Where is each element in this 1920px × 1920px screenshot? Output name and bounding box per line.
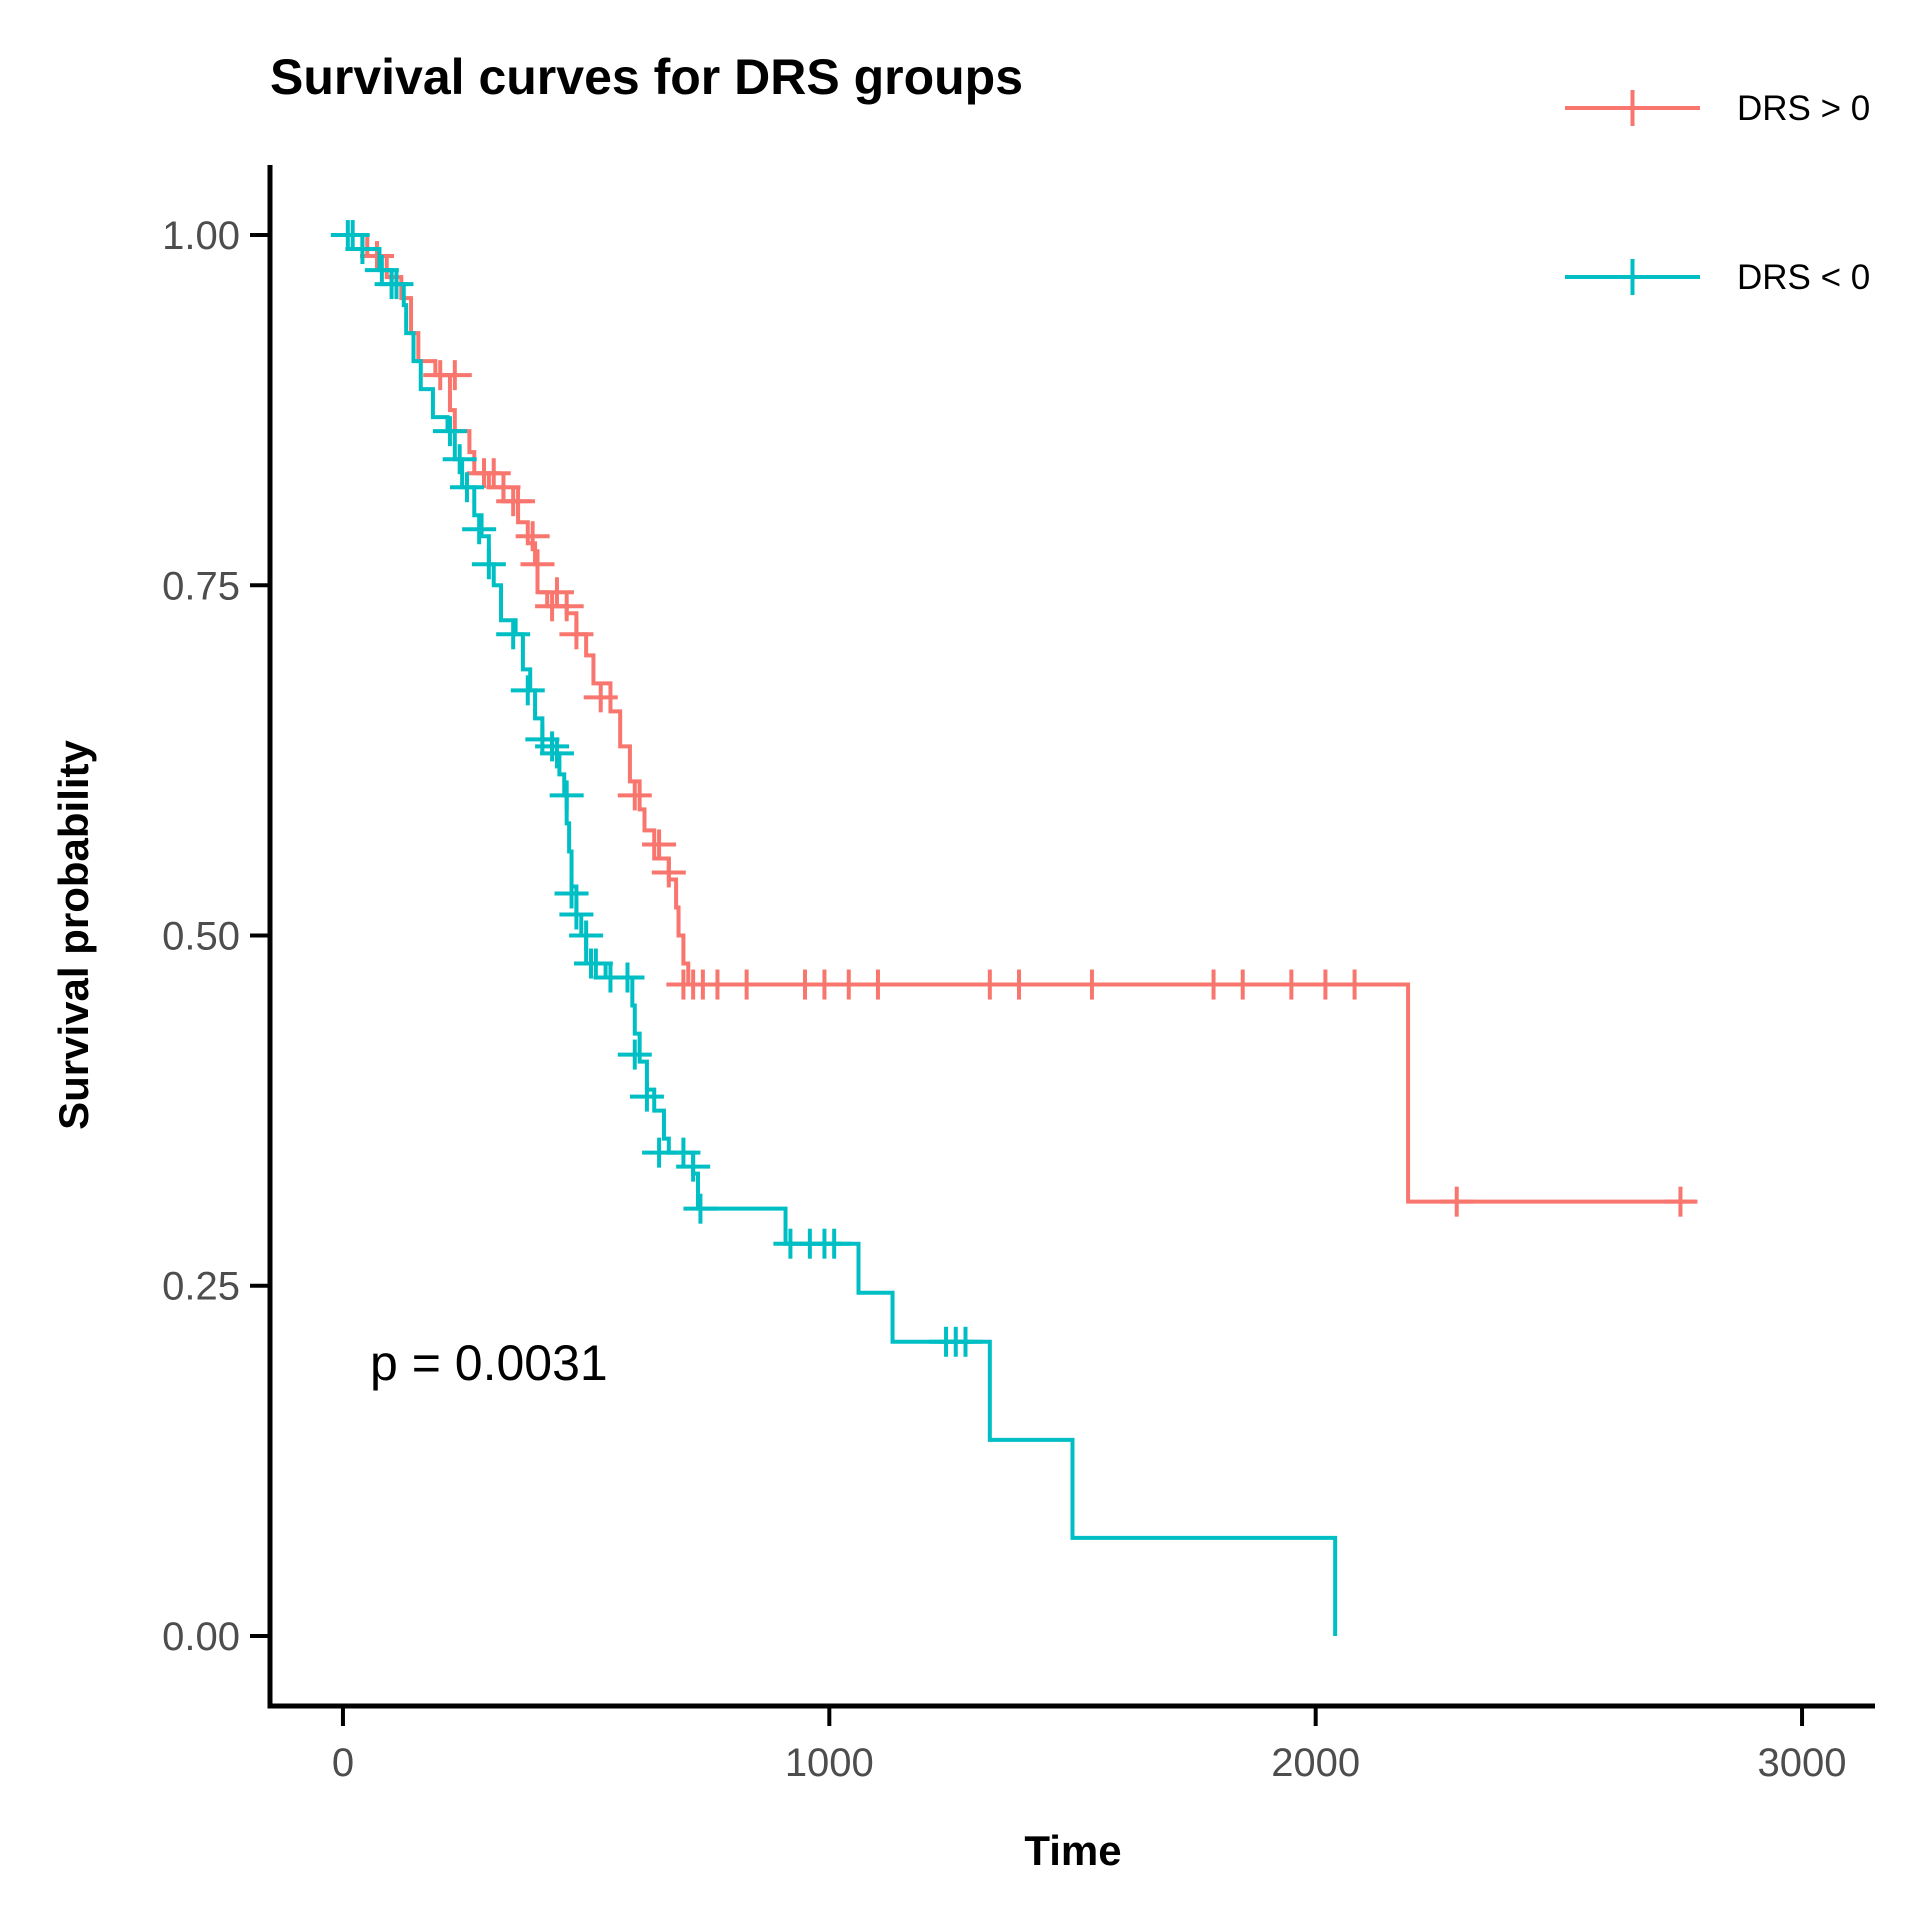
censor-mark	[432, 416, 467, 447]
plot-layer	[330, 220, 1698, 1636]
chart-title: Survival curves for DRS groups	[270, 49, 1023, 105]
censor-mark	[442, 444, 477, 475]
y-tick-label: 0.25	[162, 1265, 240, 1309]
legend: DRS > 0 DRS < 0	[1565, 89, 1870, 297]
legend-label: DRS < 0	[1737, 258, 1870, 297]
y-tick-label: 0.00	[162, 1615, 240, 1659]
censor-mark	[539, 577, 574, 608]
censor-mark	[683, 1193, 718, 1224]
censor-mark	[360, 241, 394, 272]
censor-mark	[700, 969, 735, 1000]
censor-mark	[345, 234, 380, 265]
censor-mark	[642, 829, 677, 860]
censor-mark	[569, 920, 604, 951]
censor-mark	[437, 360, 472, 391]
censor-mark	[831, 969, 866, 1000]
censor-mark	[501, 486, 536, 517]
censor-mark	[559, 899, 594, 930]
censor-mark	[676, 1151, 711, 1182]
censor-mark	[520, 549, 555, 580]
y-tick-label: 0.75	[162, 564, 240, 608]
p-value-annotation: p = 0.0031	[370, 1335, 608, 1391]
x-tick-label: 1000	[785, 1741, 874, 1785]
censor-mark	[549, 780, 584, 811]
x-axis-title: Time	[1024, 1827, 1121, 1874]
y-tick-label: 0.50	[162, 915, 240, 959]
survival-curve	[342, 233, 1696, 1204]
censor-mark	[1337, 969, 1372, 1000]
censor-mark	[583, 682, 618, 713]
censor-mark	[610, 962, 645, 993]
censor-mark	[335, 220, 370, 251]
censor-mark	[535, 731, 570, 762]
censor-mark	[972, 969, 1007, 1000]
censor-mark	[471, 549, 506, 580]
censor-mark	[860, 969, 895, 1000]
censor-mark	[476, 458, 511, 489]
censor-mark	[525, 724, 560, 755]
x-tick-label: 3000	[1758, 1741, 1847, 1785]
censor-mark	[729, 969, 764, 1000]
legend-label: DRS > 0	[1737, 89, 1870, 128]
censor-mark	[617, 780, 652, 811]
censor-mark	[1663, 1186, 1698, 1217]
censor-mark	[364, 255, 399, 286]
series-2	[330, 220, 1338, 1636]
legend-item: DRS < 0	[1565, 258, 1870, 297]
legend-item: DRS > 0	[1565, 89, 1870, 128]
censor-mark	[486, 472, 521, 503]
censor-mark	[578, 948, 613, 979]
censor-mark	[948, 1326, 983, 1357]
censor-mark	[449, 472, 484, 503]
y-tick-label: 1.00	[162, 214, 240, 258]
censor-mark	[496, 619, 531, 650]
censor-mark	[515, 521, 550, 552]
censor-mark	[666, 1137, 701, 1168]
survival-curve	[342, 233, 1338, 1636]
censor-mark	[617, 1039, 652, 1070]
x-tick-label: 2000	[1271, 1741, 1360, 1785]
censor-mark	[549, 591, 584, 622]
censor-mark	[629, 1081, 664, 1112]
censor-mark	[539, 738, 574, 769]
censor-mark	[1225, 969, 1260, 1000]
censor-mark	[554, 878, 589, 909]
censor-mark	[1439, 1186, 1474, 1217]
x-tick-label: 0	[332, 1741, 354, 1785]
censor-mark	[817, 1228, 852, 1259]
censor-mark	[1074, 969, 1109, 1000]
censor-mark	[1308, 969, 1343, 1000]
censor-mark	[510, 675, 545, 706]
series-1	[342, 233, 1698, 1217]
axes: 0.00 0.25 0.50 0.75 1.00 0 1000 2000 3000	[162, 165, 1875, 1785]
censor-mark	[651, 857, 686, 888]
censor-mark	[462, 514, 497, 545]
censor-mark	[379, 269, 414, 300]
censor-mark	[1274, 969, 1309, 1000]
censor-mark	[1002, 969, 1036, 1000]
censor-mark	[1196, 969, 1231, 1000]
y-axis-title: Survival probability	[50, 739, 97, 1129]
censor-mark	[559, 619, 594, 650]
